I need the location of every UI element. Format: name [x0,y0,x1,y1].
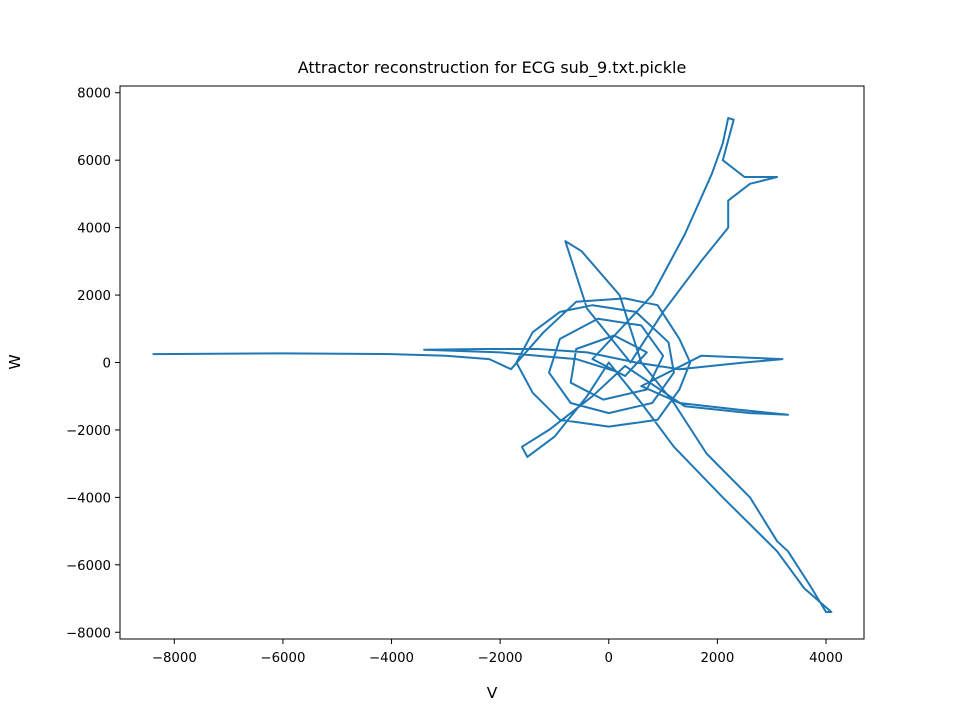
y-tick-label: −4000 [66,491,111,506]
x-axis: −8000 −6000 −4000 −2000 0 2000 4000 [152,639,843,666]
attractor-trajectory-line [152,117,833,613]
x-axis-label: V [487,684,498,702]
y-tick-label: 4000 [77,222,111,237]
chart-title: Attractor reconstruction for ECG sub_9.t… [298,58,687,78]
x-tick-label: −2000 [478,651,523,666]
y-tick-label: 0 [103,357,111,372]
y-axis-label: W [6,354,24,369]
y-tick-label: −6000 [66,559,111,574]
x-tick-label: −6000 [260,651,305,666]
y-tick-label: 8000 [77,87,111,102]
plot-area [152,117,833,613]
y-tick-label: 6000 [77,154,111,169]
y-tick-label: −2000 [66,424,111,439]
y-axis: −8000 −6000 −4000 −2000 0 2000 4000 6000 8000 [66,87,120,641]
x-tick-label: −4000 [369,651,414,666]
y-tick-label: 2000 [77,289,111,304]
x-tick-label: 4000 [809,651,843,666]
y-tick-label: −8000 [66,626,111,641]
x-tick-label: 2000 [700,651,734,666]
x-tick-label: −8000 [152,651,197,666]
x-tick-label: 0 [605,651,613,666]
